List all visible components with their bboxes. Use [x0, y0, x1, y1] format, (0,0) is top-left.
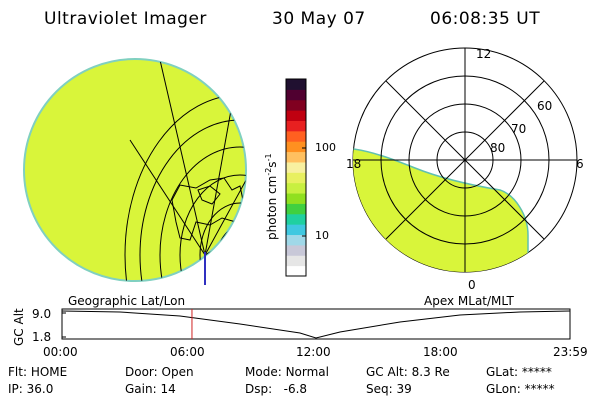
colorbar-segment [286, 151, 306, 163]
mlt-label-12: 12 [476, 47, 492, 61]
colorbar-segment [286, 213, 306, 225]
colorbar-segment [286, 99, 306, 111]
mlt-label-6: 6 [576, 157, 584, 171]
colorbar-segment [286, 110, 306, 121]
time-tick-0600: 06:00 [170, 345, 205, 359]
colorbar-segment [286, 234, 306, 246]
filter-status: Flt: HOME [8, 365, 68, 379]
mlt-label-0: 0 [468, 278, 476, 292]
mode-status: Mode: Normal [245, 365, 329, 379]
colorbar [285, 78, 307, 277]
gcalt-status: GC Alt: 8.3 Re [366, 365, 450, 379]
colorbar-segment [286, 130, 306, 142]
time-label: 06:08:35 UT [430, 9, 541, 29]
glon-status: GLon: ***** [486, 382, 555, 396]
colorbar-segment [286, 161, 306, 173]
colorbar-border [285, 78, 307, 277]
altitude-ylabel: GC Alt [12, 308, 26, 346]
altitude-plot [61, 308, 571, 340]
colorbar-segment [286, 172, 306, 184]
colorbar-segment [286, 255, 306, 267]
colorbar-tick-10: 10 [315, 229, 329, 242]
colorbar-segment [286, 120, 306, 132]
time-tick-2359: 23:59 [553, 345, 588, 359]
altitude-ytick-low: 1.8 [32, 330, 52, 344]
polar-grid [353, 48, 577, 272]
dsp-status: Dsp: -6.8 [245, 382, 308, 396]
colorbar-segment [286, 265, 306, 277]
colorbar-segment [286, 224, 306, 236]
time-tick-0000: 00:00 [43, 345, 78, 359]
altitude-ytick-high: 9.0 [32, 307, 52, 321]
lat-label-70: 70 [511, 122, 527, 136]
colorbar-segment [286, 182, 306, 194]
altitude-curve [61, 310, 571, 339]
mlt-label-18: 18 [346, 157, 362, 171]
polar-image [352, 47, 578, 273]
colorbar-unit-label: photon cm-2s-1 [264, 153, 279, 240]
colorbar-segment [286, 203, 306, 215]
time-tick-1800: 18:00 [423, 345, 458, 359]
apex-label: Apex MLat/MLT [424, 294, 514, 308]
gain-status: Gain: 14 [125, 382, 176, 396]
colorbar-segment [286, 193, 306, 204]
instrument-title: Ultraviolet Imager [44, 9, 207, 29]
time-tick-1200: 12:00 [296, 345, 331, 359]
lat-label-80: 80 [490, 141, 506, 155]
colorbar-segment [286, 244, 306, 256]
colorbar-tick-100: 100 [315, 141, 336, 154]
colorbar-segment [286, 79, 306, 90]
ip-status: IP: 36.0 [8, 382, 54, 396]
door-status: Door: Open [125, 365, 194, 379]
glat-status: GLat: ***** [486, 365, 552, 379]
seq-status: Seq: 39 [366, 382, 412, 396]
colorbar-segment [286, 89, 306, 101]
colorbar-segment [286, 141, 306, 153]
lat-label-60: 60 [537, 99, 553, 113]
geographic-label: Geographic Lat/Lon [68, 294, 186, 308]
date-label: 30 May 07 [272, 9, 366, 29]
